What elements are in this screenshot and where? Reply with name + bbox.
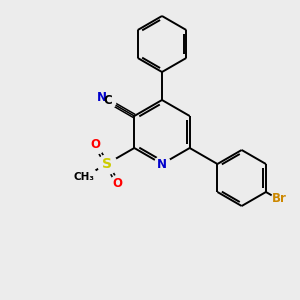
Text: S: S — [102, 157, 112, 171]
Text: C: C — [103, 94, 112, 107]
Text: Br: Br — [272, 193, 286, 206]
Text: N: N — [157, 158, 167, 170]
Text: N: N — [97, 91, 107, 104]
Text: O: O — [91, 138, 100, 152]
Text: O: O — [112, 177, 123, 190]
Text: CH₃: CH₃ — [74, 172, 94, 182]
